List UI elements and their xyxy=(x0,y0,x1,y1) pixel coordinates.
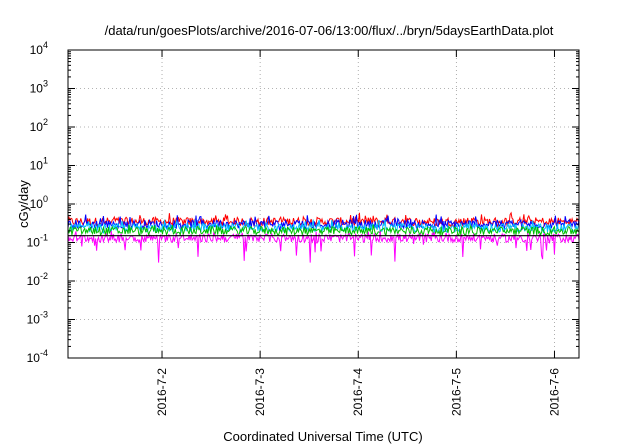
y-tick-label: 104 xyxy=(30,40,48,57)
x-axis-label: Coordinated Universal Time (UTC) xyxy=(223,429,422,444)
y-tick-label: 101 xyxy=(30,156,48,173)
y-tick-label: 10-4 xyxy=(27,348,48,365)
y-tick-label: 103 xyxy=(30,79,48,96)
x-tick-label: 2016-7-6 xyxy=(547,368,561,416)
x-axis: 2016-7-2 2016-7-3 2016-7-4 2016-7-5 2016-7-6 xyxy=(155,50,561,416)
y-tick-label: 10-2 xyxy=(27,271,48,288)
x-tick-label: 2016-7-5 xyxy=(449,368,463,416)
x-tick-label: 2016-7-2 xyxy=(155,368,169,416)
grid xyxy=(68,50,579,358)
series-group xyxy=(67,211,580,263)
chart-title: /data/run/goesPlots/archive/2016-07-06/1… xyxy=(105,23,554,38)
y-tick-label: 10-3 xyxy=(27,310,48,327)
y-tick-label: 102 xyxy=(30,117,48,134)
x-tick-label: 2016-7-3 xyxy=(253,368,267,416)
y-axis: 10-4 10-3 10-2 10-1 100 101 102 103 104 xyxy=(27,40,579,365)
y-axis-label: cGy/day xyxy=(16,180,31,228)
y-tick-label: 100 xyxy=(30,194,48,211)
series-line xyxy=(67,230,580,263)
y-tick-label: 10-1 xyxy=(27,233,48,250)
x-tick-label: 2016-7-4 xyxy=(351,368,365,416)
series-line xyxy=(67,224,580,237)
